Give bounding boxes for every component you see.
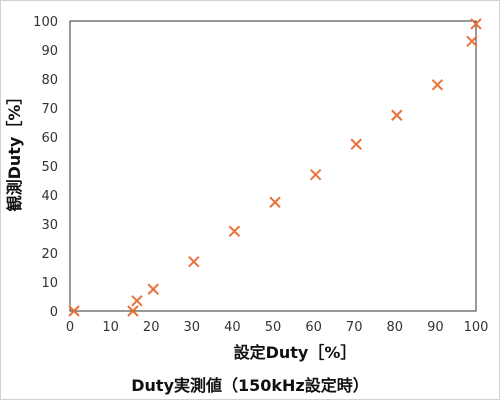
y-tick-label: 50 bbox=[41, 160, 58, 175]
x-tick-label: 100 bbox=[464, 320, 489, 335]
y-tick-label: 20 bbox=[41, 247, 58, 262]
x-tick-label: 40 bbox=[224, 320, 241, 335]
data-point-marker bbox=[269, 196, 281, 208]
x-axis-ticks: 0 10 20 30 40 50 60 70 80 90 100 bbox=[66, 320, 489, 335]
y-tick-label: 0 bbox=[50, 305, 58, 320]
plot-area bbox=[69, 20, 477, 312]
data-point-marker bbox=[68, 305, 80, 317]
y-tick-label: 40 bbox=[41, 189, 58, 204]
data-points bbox=[68, 18, 482, 317]
x-tick-label: 80 bbox=[387, 320, 404, 335]
data-point-marker bbox=[228, 225, 241, 237]
x-tick-label: 50 bbox=[265, 320, 282, 335]
y-tick-label: 10 bbox=[41, 276, 58, 291]
data-point-marker bbox=[466, 35, 478, 48]
data-point-marker bbox=[188, 255, 200, 268]
y-tick-label: 60 bbox=[41, 131, 58, 146]
chart-title: Duty実測値（150kHz設定時） bbox=[131, 376, 369, 395]
data-point-marker bbox=[131, 295, 143, 307]
x-tick-label: 20 bbox=[143, 320, 160, 335]
y-tick-label: 100 bbox=[33, 15, 58, 30]
y-axis-title: 観測Duty［%］ bbox=[5, 89, 24, 212]
data-point-marker bbox=[309, 168, 322, 181]
data-point-marker bbox=[431, 79, 444, 91]
data-point-marker bbox=[147, 283, 159, 295]
data-point-marker bbox=[391, 109, 403, 121]
x-tick-label: 90 bbox=[427, 320, 444, 335]
x-tick-label: 30 bbox=[184, 320, 201, 335]
y-tick-label: 80 bbox=[41, 73, 58, 88]
x-tick-label: 10 bbox=[102, 320, 119, 335]
x-tick-label: 0 bbox=[66, 320, 74, 335]
x-axis-title: 設定Duty［%］ bbox=[234, 343, 357, 362]
data-point-marker bbox=[350, 138, 362, 150]
y-tick-label: 30 bbox=[41, 218, 58, 233]
data-point-marker bbox=[470, 18, 482, 30]
data-point-marker bbox=[127, 305, 139, 317]
y-tick-label: 70 bbox=[41, 102, 58, 117]
x-tick-label: 70 bbox=[346, 320, 363, 335]
y-axis-ticks: 0 10 20 30 40 50 60 70 80 90 100 bbox=[33, 15, 58, 320]
x-tick-label: 60 bbox=[305, 320, 322, 335]
y-tick-label: 90 bbox=[41, 44, 58, 59]
